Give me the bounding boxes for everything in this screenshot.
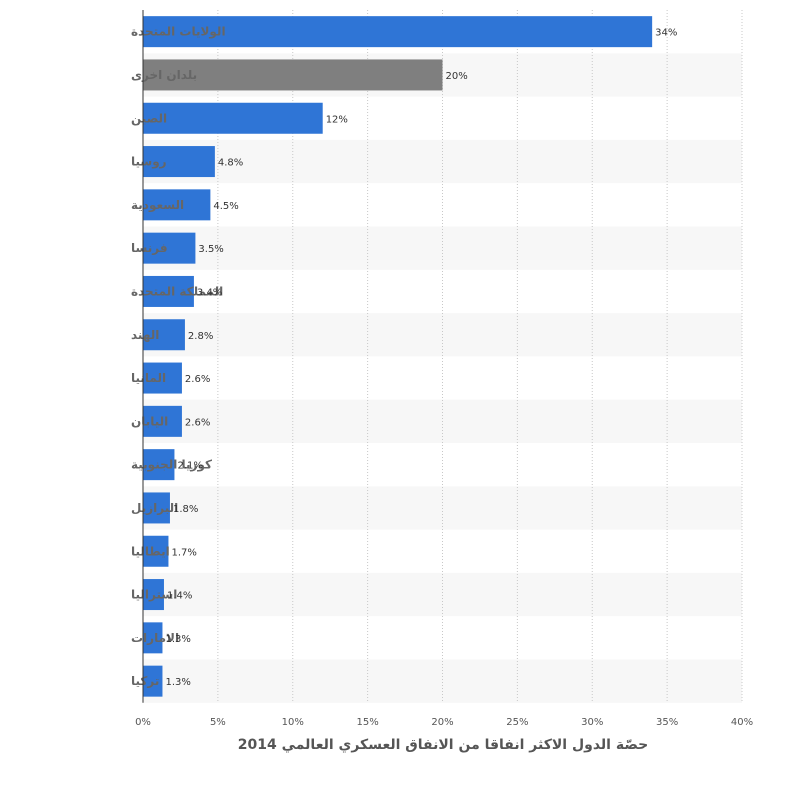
category-label: المملكة المتحدة [131, 284, 223, 298]
data-label: 4.5% [213, 201, 238, 212]
category-label: المانيا [131, 371, 166, 385]
x-tick-label: 10% [282, 717, 304, 728]
category-label: فرنسا [131, 241, 168, 255]
category-label: البرازيل [131, 501, 178, 515]
category-label: كوريا الجنوبية [131, 458, 212, 473]
x-tick-label: 35% [656, 717, 678, 728]
bar [143, 189, 211, 221]
data-label: 1.3% [165, 634, 190, 645]
bar [143, 622, 163, 654]
x-tick-labels: 0% 5% 10% 15% 20% 25% 30% 35% 40% [135, 717, 753, 728]
bar [143, 535, 169, 567]
data-labels: 34% 20% 12% 4.8% 4.5% 3.5% 3.4% 2.8% 2.6% 2.6% 2.1… [165, 28, 677, 689]
bars [143, 16, 653, 697]
data-label: 34% [655, 28, 677, 39]
data-label: 2.1% [177, 461, 202, 472]
data-label: 4.8% [218, 158, 243, 169]
x-tick-label: 15% [357, 717, 379, 728]
category-label: السعودية [131, 198, 184, 213]
data-label: 1.7% [171, 547, 196, 558]
bar [143, 232, 196, 264]
data-label: 2.6% [185, 374, 210, 385]
data-label: 20% [446, 71, 468, 82]
x-tick-label: 5% [210, 717, 226, 728]
data-label: 1.8% [173, 504, 198, 515]
category-label: ايطاليا [131, 544, 170, 558]
category-label: تركيا [131, 674, 159, 688]
bar [143, 16, 653, 48]
category-label: الهند [131, 328, 159, 342]
x-tick-label: 25% [506, 717, 528, 728]
x-axis-title: حصّة الدول الاكثر انفاقا من الانفاق العس… [237, 737, 649, 753]
data-label: 2.8% [188, 331, 213, 342]
x-tick-label: 20% [431, 717, 453, 728]
bar [143, 665, 163, 697]
bar [143, 362, 182, 394]
data-label: 1.4% [167, 591, 192, 602]
data-label: 12% [326, 114, 348, 125]
category-label: الصين [131, 111, 167, 125]
bar [143, 146, 215, 178]
bar [143, 579, 164, 611]
data-label: 3.4% [197, 287, 222, 298]
data-label: 1.3% [165, 677, 190, 688]
bar [143, 492, 170, 524]
data-label: 3.5% [198, 244, 223, 255]
category-label: روسيا [131, 155, 167, 170]
category-label: الولايات المتحدة [131, 25, 226, 40]
bar [143, 102, 323, 134]
row-band [143, 572, 742, 617]
data-label: 2.6% [185, 417, 210, 428]
bar [143, 59, 443, 91]
row-bands [143, 53, 742, 703]
bar [143, 449, 175, 481]
row-band [143, 659, 742, 703]
category-label: بلدان اخرى [131, 68, 197, 82]
x-tick-label: 30% [581, 717, 603, 728]
x-tick-label: 0% [135, 717, 151, 728]
category-label: اليابان [131, 414, 168, 428]
x-tick-label: 40% [731, 717, 753, 728]
bar [143, 319, 185, 351]
bar [143, 275, 194, 307]
bar [143, 405, 182, 437]
